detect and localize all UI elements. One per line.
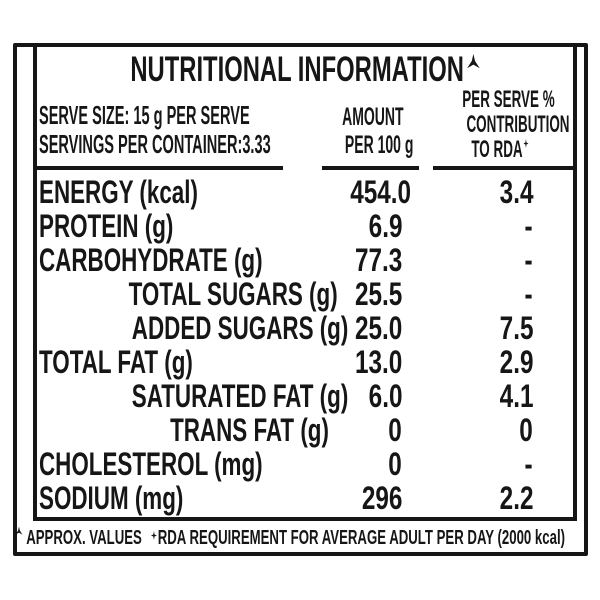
nutrient-rda-cell: -: [524, 241, 533, 278]
page-title: NUTRITIONAL INFORMATION: [130, 50, 480, 90]
nutrient-amount-cell: 296: [361, 479, 402, 516]
label-header: NUTRITIONAL INFORMATION: [37, 50, 573, 90]
nutrient-rda-cell: -: [524, 275, 533, 312]
nutrient-name-cell: TRANS FAT (g): [170, 411, 329, 448]
nutrient-name-cell: ENERGY (kcal): [39, 173, 198, 210]
serve-size-text: SERVE SIZE: 15 g PER SERVE: [39, 100, 250, 130]
header-rule-left: [33, 166, 283, 170]
header-rule-amount: [322, 166, 419, 170]
footnote: APPROX. VALUES RDA REQUIREMENT FOR AVERAG…: [15, 525, 587, 551]
nutrient-name-cell: SATURATED FAT (g): [131, 377, 349, 414]
nutrient-rda-cell: -: [524, 445, 533, 482]
nutrient-rda-cell: 0: [519, 411, 533, 448]
nutrient-amount-cell: 25.0: [354, 309, 402, 346]
rda-star-icon: [151, 531, 158, 540]
nutrient-amount-cell: 0: [388, 445, 402, 482]
nutrient-amount-cell: 13.0: [354, 343, 402, 380]
column-header-rda: PER SERVE % CONTRIBUTION TO RDA: [462, 86, 570, 163]
header-rule-rda: [433, 166, 577, 170]
rda-star-icon: [523, 139, 529, 148]
servings-per-container-text: SERVINGS PER CONTAINER:3.33: [39, 129, 271, 159]
nutrient-name-cell: SODIUM (mg): [39, 479, 184, 516]
nutrient-rda-cell: 7.5: [499, 309, 533, 346]
serving-info: SERVE SIZE: 15 g PER SERVE SERVINGS PER …: [39, 101, 453, 159]
nutrient-amount-cell: 77.3: [354, 241, 402, 278]
page-title-text: NUTRITIONAL INFORMATION: [130, 50, 464, 89]
nutrient-amount-cell: 25.5: [354, 275, 402, 312]
nutrient-name-cell: CARBOHYDRATE (g): [39, 241, 263, 278]
nutrient-name-cell: PROTEIN (g): [39, 207, 174, 244]
nutrient-amount-cell: 454.0: [350, 173, 412, 210]
approx-values-star-icon: [466, 53, 480, 69]
nutrient-name-cell: ADDED SUGARS (g): [131, 309, 349, 346]
nutrition-table: NUTRITIONAL INFORMATION SERVE SIZE: 15 g…: [33, 47, 577, 521]
label-outer-border: NUTRITIONAL INFORMATION SERVE SIZE: 15 g…: [13, 43, 588, 556]
column-header-amount: AMOUNT PER 100 g: [342, 103, 414, 159]
nutrient-amount-cell: 6.0: [368, 377, 402, 414]
footnote-approx-text: APPROX. VALUES: [26, 527, 142, 549]
nutrient-rda-cell: 4.1: [499, 377, 533, 414]
nutrient-rows: ENERGY (kcal) 454.0 3.4 PROTEIN (g) 6.9 …: [37, 173, 573, 516]
nutrient-amount-cell: 0: [388, 411, 402, 448]
footnote-rda-text: RDA REQUIREMENT FOR AVERAGE ADULT PER DA…: [157, 527, 566, 549]
nutrient-name-cell: CHOLESTEROL (mg): [39, 445, 263, 482]
nutrient-rda-cell: 3.4: [499, 173, 533, 210]
nutrient-amount-cell: 6.9: [368, 207, 402, 244]
nutrient-rda-cell: 2.2: [499, 479, 533, 516]
nutrient-rda-cell: 2.9: [499, 343, 533, 380]
nutrient-name-cell: TOTAL FAT (g): [39, 343, 193, 380]
nutrient-name-cell: TOTAL SUGARS (g): [128, 275, 338, 312]
nutrient-rda-cell: -: [524, 207, 533, 244]
approx-values-star-icon: [15, 526, 23, 535]
